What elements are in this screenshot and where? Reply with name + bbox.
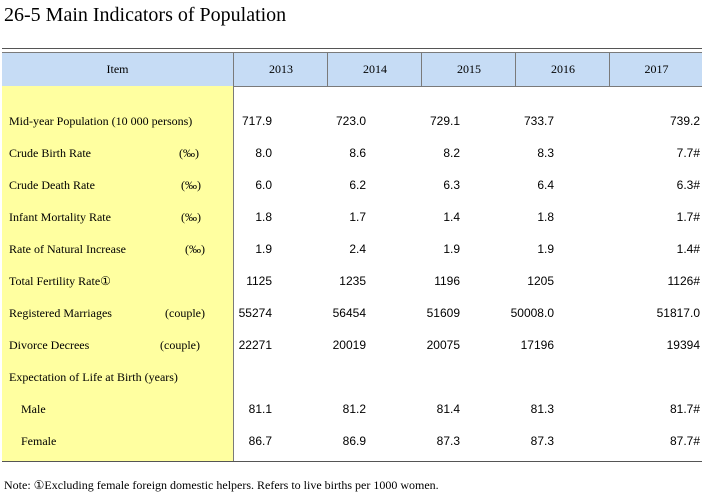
table-row: Registered Marriages (couple) 55274 5645… xyxy=(0,297,704,329)
cell-2016: 733.7 xyxy=(523,114,554,128)
cell-2017: 1126# xyxy=(667,274,700,288)
row-unit: (couple) xyxy=(165,306,205,320)
table-row: Male 81.1 81.2 81.4 81.3 81.7# xyxy=(0,393,704,425)
row-label: Crude Birth Rate xyxy=(9,146,91,160)
cell-2013: 81.1 xyxy=(248,402,272,416)
top-rule xyxy=(2,48,702,49)
cell-2016: 6.4 xyxy=(537,178,554,192)
table-row: Divorce Decrees (couple) 22271 20019 200… xyxy=(0,329,704,361)
cell-2013: 22271 xyxy=(238,338,272,352)
cell-2016: 50008.0 xyxy=(510,306,554,320)
cell-2016: 1.8 xyxy=(537,210,554,224)
cell-2014: 56454 xyxy=(332,306,366,320)
row-label: Rate of Natural Increase xyxy=(9,242,126,256)
row-unit: (‰) xyxy=(181,178,201,192)
cell-2016: 1205 xyxy=(527,274,554,288)
header-year-2013: 2013 xyxy=(233,53,328,86)
cell-2016: 17196 xyxy=(520,338,554,352)
table-row: Female 86.7 86.9 87.3 87.3 87.7# xyxy=(0,425,704,457)
cell-2013: 1125 xyxy=(246,274,272,288)
cell-2013: 55274 xyxy=(238,306,272,320)
cell-2015: 81.4 xyxy=(436,402,460,416)
row-unit: (‰) xyxy=(185,242,205,256)
cell-2017: 1.4# xyxy=(676,242,700,256)
cell-2017: 1.7# xyxy=(676,210,700,224)
row-unit: (‰) xyxy=(179,146,199,160)
row-label: Infant Mortality Rate xyxy=(9,210,111,224)
cell-2015: 87.3 xyxy=(436,434,460,448)
row-label: Divorce Decrees xyxy=(9,338,90,352)
cell-2017: 7.7# xyxy=(676,146,700,160)
cell-2014: 8.6 xyxy=(349,146,366,160)
cell-2015: 51609 xyxy=(426,306,460,320)
bottom-rule xyxy=(2,461,702,462)
cell-2017: 6.3# xyxy=(676,178,700,192)
cell-2015: 6.3 xyxy=(443,178,460,192)
cell-2014: 1.7 xyxy=(349,210,366,224)
cell-2015: 1.9 xyxy=(443,242,460,256)
cell-2014: 2.4 xyxy=(349,242,366,256)
cell-2013: 1.9 xyxy=(255,242,272,256)
row-unit: (couple) xyxy=(160,338,200,352)
item-column-background xyxy=(2,86,234,461)
cell-2015: 729.1 xyxy=(429,114,460,128)
table-row: Rate of Natural Increase (‰) 1.9 2.4 1.9… xyxy=(0,233,704,265)
table-row: Mid-year Population (10 000 persons) 717… xyxy=(0,105,704,137)
header-year-2017: 2017 xyxy=(609,53,703,86)
cell-2017: 51817.0 xyxy=(656,306,700,320)
cell-2014: 1235 xyxy=(339,274,366,288)
cell-2017: 19394 xyxy=(666,338,700,352)
table-row: Infant Mortality Rate (‰) 1.8 1.7 1.4 1.… xyxy=(0,201,704,233)
footnote: Note: ①Excluding female foreign domestic… xyxy=(4,478,439,492)
row-label: Mid-year Population (10 000 persons) xyxy=(9,114,193,128)
header-item: Item xyxy=(106,62,129,76)
cell-2017: 81.7# xyxy=(669,402,700,416)
cell-2013: 717.9 xyxy=(241,114,272,128)
cell-2013: 1.8 xyxy=(255,210,272,224)
cell-2015: 1196 xyxy=(434,274,460,288)
cell-2014: 723.0 xyxy=(335,114,366,128)
row-label: Total Fertility Rate① xyxy=(9,274,111,288)
row-label: Crude Death Rate xyxy=(9,178,95,192)
cell-2014: 6.2 xyxy=(349,178,366,192)
header-year-2014: 2014 xyxy=(327,53,422,86)
cell-2013: 8.0 xyxy=(255,146,272,160)
table-header: Item 2013 2014 2015 2016 2017 xyxy=(2,52,702,87)
cell-2017: 87.7# xyxy=(669,434,700,448)
cell-2013: 86.7 xyxy=(248,434,272,448)
row-label: Female xyxy=(21,434,57,448)
table-row: Crude Death Rate (‰) 6.0 6.2 6.3 6.4 6.3… xyxy=(0,169,704,201)
cell-2014: 86.9 xyxy=(342,434,366,448)
row-label: Expectation of Life at Birth (years) xyxy=(9,370,178,384)
row-label: Male xyxy=(21,402,46,416)
cell-2016: 8.3 xyxy=(537,146,554,160)
cell-2016: 81.3 xyxy=(530,402,554,416)
row-label: Registered Marriages xyxy=(9,306,112,320)
cell-2015: 8.2 xyxy=(443,146,460,160)
header-year-2016: 2016 xyxy=(515,53,610,86)
cell-2016: 87.3 xyxy=(530,434,554,448)
cell-2015: 20075 xyxy=(426,338,460,352)
table-row: Total Fertility Rate① 1125 1235 1196 120… xyxy=(0,265,704,297)
cell-2014: 20019 xyxy=(332,338,366,352)
cell-2013: 6.0 xyxy=(255,178,272,192)
cell-2015: 1.4 xyxy=(443,210,460,224)
cell-2014: 81.2 xyxy=(342,402,366,416)
table-row: Crude Birth Rate (‰) 8.0 8.6 8.2 8.3 7.7… xyxy=(0,137,704,169)
cell-2016: 1.9 xyxy=(537,242,554,256)
cell-2017: 739.2 xyxy=(669,114,700,128)
row-unit: (‰) xyxy=(181,210,201,224)
header-year-2015: 2015 xyxy=(421,53,516,86)
table-row: Expectation of Life at Birth (years) xyxy=(0,361,704,393)
page-title: 26-5 Main Indicators of Population xyxy=(4,4,287,26)
